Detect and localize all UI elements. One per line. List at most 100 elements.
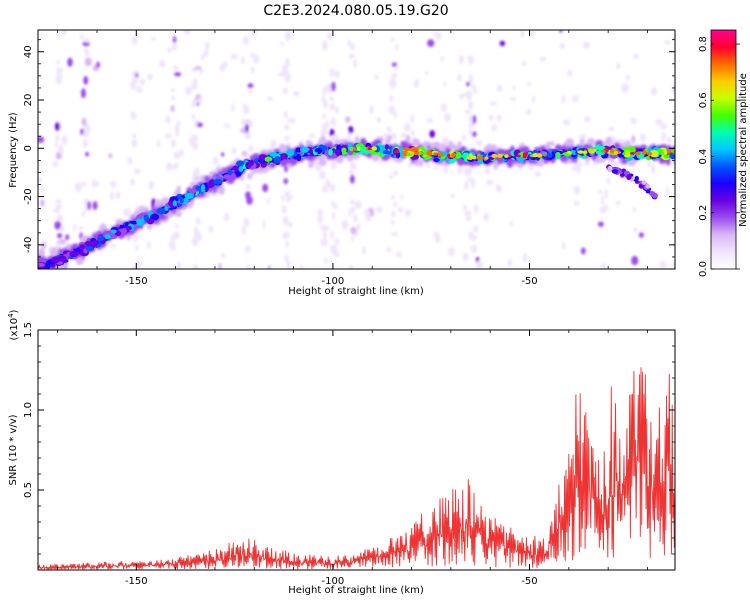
noise-blob [354, 200, 362, 209]
noise-blob [191, 114, 196, 120]
noise-blob [350, 235, 355, 242]
halo-blob [174, 210, 182, 217]
noise-blob [353, 213, 358, 223]
halo-blob [384, 139, 389, 146]
noise-blob [561, 94, 566, 105]
ridge-blob [236, 160, 245, 166]
noise-blob [559, 42, 565, 50]
noise-blob [331, 200, 336, 208]
halo-blob [241, 151, 248, 156]
noise-blob [464, 210, 472, 216]
noise-blob [230, 53, 238, 60]
noise-blob [243, 218, 250, 227]
noise-blob [464, 109, 471, 115]
noise-blob [631, 255, 639, 266]
noise-blob [616, 62, 621, 70]
noise-blob [348, 264, 354, 269]
ridge-blob [79, 244, 86, 250]
halo-blob [283, 145, 288, 153]
ridge-blob [314, 148, 323, 153]
noise-blob [59, 238, 67, 245]
noise-blob [425, 163, 431, 168]
halo-blob [49, 247, 58, 257]
noise-blob [512, 85, 516, 91]
noise-blob [390, 72, 398, 80]
noise-blob [433, 165, 439, 170]
ridge-hotspot [450, 152, 457, 157]
snr-x-label: Height of straight line (km) [288, 585, 424, 596]
noise-blob [205, 46, 209, 54]
noise-blob [495, 185, 503, 193]
noise-blob [450, 193, 455, 198]
halo-blob [519, 144, 527, 154]
noise-blob [432, 31, 436, 37]
snr-y-label: SNR (10 * v/v) [8, 414, 19, 485]
halo-blob [412, 138, 421, 147]
noise-blob [282, 215, 289, 226]
noise-blob [410, 114, 415, 123]
y-tick-label: -20 [23, 188, 34, 204]
noise-blob [468, 73, 474, 84]
halo-blob [576, 163, 581, 174]
noise-blob [92, 179, 97, 188]
noise-blob [96, 61, 101, 68]
halo-blob [247, 172, 253, 180]
noise-blob [396, 251, 402, 258]
noise-blob [200, 54, 205, 61]
noise-blob [54, 220, 62, 230]
halo-blob [187, 201, 193, 209]
noise-blob [320, 225, 327, 231]
ridge-hotspot [352, 147, 357, 151]
noise-blob [584, 115, 591, 123]
noise-blob [127, 156, 133, 165]
halo-blob [428, 142, 438, 148]
noise-blob [193, 226, 199, 236]
ridge-blob [546, 152, 553, 158]
noise-blob [284, 124, 290, 131]
noise-blob [582, 41, 591, 49]
halo-blob [484, 167, 490, 175]
halo-blob [453, 145, 461, 150]
halo-blob [43, 269, 48, 275]
noise-blob [317, 208, 323, 217]
noise-blob [400, 132, 407, 138]
noise-blob [483, 212, 489, 222]
noise-blob [461, 135, 468, 140]
colorbar-ticks: 0.0 0.2 0.4 0.6 0.8 [698, 36, 740, 277]
noise-blob [317, 215, 323, 225]
halo-blob [578, 134, 587, 139]
noise-blob [400, 194, 404, 200]
spectrogram-frame [37, 29, 676, 270]
noise-blob [615, 200, 621, 206]
ridge-hotspot [588, 149, 593, 154]
noise-blob [465, 90, 473, 101]
ridge-hotspot [663, 150, 668, 155]
ridge-hotspot [414, 151, 420, 156]
noise-blob [67, 57, 73, 67]
noise-blob [462, 252, 469, 261]
noise-blob [490, 101, 497, 107]
halo-blob [166, 211, 174, 218]
noise-blob [191, 142, 199, 151]
noise-blob [39, 187, 44, 193]
noise-blob [362, 245, 366, 256]
noise-blob [195, 217, 201, 225]
noise-blob [496, 114, 502, 122]
noise-blob [282, 87, 289, 95]
halo-blob [587, 137, 595, 147]
noise-blob [655, 118, 663, 126]
noise-blob [224, 123, 230, 128]
colorbar-tick-label: 0.8 [698, 36, 709, 52]
halo-blob [611, 138, 617, 143]
noise-blob [231, 103, 235, 112]
noise-blob [319, 170, 326, 180]
noise-blob [250, 52, 255, 58]
ridge-hotspot [367, 147, 372, 151]
noise-blob [353, 58, 357, 68]
ridge-blob [433, 157, 440, 162]
noise-blob [393, 135, 397, 141]
snr-panel: -150 -100 -50 0.5 1.0 1.5 Height of straight… [7, 309, 676, 596]
noise-blob [173, 65, 179, 71]
noise-blob [324, 100, 328, 110]
